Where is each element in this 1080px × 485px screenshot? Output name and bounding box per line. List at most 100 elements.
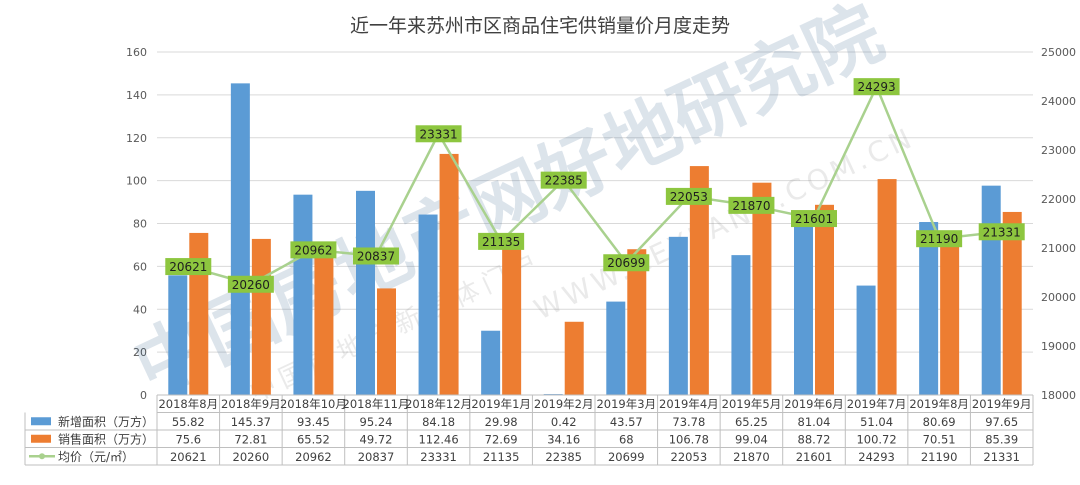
price-data-label: 23331 — [419, 127, 457, 141]
bar-sales — [815, 204, 834, 395]
table-cell: 80.69 — [923, 415, 956, 429]
y-right-tick-label: 20000 — [1041, 291, 1076, 304]
price-label-box — [478, 232, 525, 250]
table-cell: 20962 — [295, 450, 332, 464]
bar-new-supply — [856, 285, 876, 395]
table-cell: 20260 — [233, 450, 270, 464]
table-cell: 68 — [619, 432, 634, 446]
table-cell: 21331 — [983, 450, 1020, 464]
x-tick-label: 2019年9月 — [972, 397, 1032, 411]
price-data-label: 21135 — [482, 235, 520, 249]
table-cell: 81.04 — [798, 415, 831, 429]
price-label-box — [540, 171, 587, 189]
bar-sales — [314, 254, 334, 395]
table-cell: 43.57 — [610, 415, 643, 429]
bar-new-supply — [293, 194, 313, 395]
price-label-box — [290, 241, 337, 259]
table-cell: 85.39 — [985, 432, 1018, 446]
table-cell: 75.6 — [175, 432, 201, 446]
table-cell: 55.82 — [172, 415, 205, 429]
bar-new-supply — [418, 214, 438, 395]
table-cell: 21870 — [733, 450, 770, 464]
bar-new-supply — [606, 301, 626, 395]
price-data-label: 22053 — [670, 190, 708, 204]
table-cell: 73.78 — [672, 415, 705, 429]
table-cell: 22385 — [545, 450, 582, 464]
bar-sales — [877, 179, 897, 395]
table-cell: 20621 — [170, 450, 207, 464]
table-cell: 72.81 — [234, 432, 267, 446]
table-cell: 51.04 — [860, 415, 893, 429]
bar-sales — [689, 166, 709, 395]
table-cell: 99.04 — [735, 432, 768, 446]
price-label-box — [728, 196, 775, 214]
y-right-tick-label: 23000 — [1041, 144, 1076, 157]
table-cell: 34.16 — [547, 432, 580, 446]
y-left-tick-label: 0 — [140, 389, 147, 402]
price-data-label: 24293 — [857, 80, 895, 94]
x-tick-label: 2018年11月 — [343, 397, 410, 411]
bar-new-supply — [356, 190, 375, 395]
table-cell: 112.46 — [418, 432, 458, 446]
price-data-label: 20260 — [232, 278, 270, 292]
price-data-label: 20962 — [294, 243, 332, 257]
x-tick-label: 2019年4月 — [659, 397, 719, 411]
table-cell: 21601 — [796, 450, 833, 464]
y-left-tick-label: 100 — [126, 175, 147, 188]
x-tick-label: 2019年8月 — [909, 397, 969, 411]
y-left-tick-label: 40 — [133, 303, 147, 316]
bar-sales — [940, 243, 960, 395]
bar-sales — [752, 182, 772, 395]
table-cell: 23331 — [420, 450, 457, 464]
table-cell: 49.72 — [360, 432, 393, 446]
price-label-box — [791, 210, 837, 228]
y-left-tick-label: 20 — [133, 346, 147, 359]
table-cell: 20699 — [608, 450, 645, 464]
price-label-box — [603, 254, 650, 272]
price-label-box — [415, 125, 462, 143]
price-label-box — [165, 258, 212, 276]
x-tick-label: 2019年7月 — [847, 397, 907, 411]
price-label-box — [916, 230, 963, 248]
legend-label: 均价（元/㎡） — [58, 450, 134, 464]
table-cell: 70.51 — [923, 432, 956, 446]
x-tick-label: 2018年9月 — [221, 397, 281, 411]
table-cell: 21190 — [921, 450, 958, 464]
table-cell: 29.98 — [485, 415, 518, 429]
bar-new-supply — [981, 185, 1001, 395]
bar-new-supply — [794, 221, 813, 395]
bar-new-supply — [168, 275, 188, 395]
x-tick-label: 2018年10月 — [280, 397, 347, 411]
bar-new-supply — [481, 330, 501, 395]
y-left-tick-label: 80 — [133, 218, 147, 231]
legend-swatch — [31, 417, 51, 426]
y-left-tick-label: 140 — [126, 89, 147, 102]
bar-new-supply — [230, 83, 250, 395]
table-cell: 106.78 — [669, 432, 709, 446]
x-tick-label: 2019年1月 — [471, 397, 531, 411]
price-label-box — [978, 223, 1025, 241]
table-cell: 97.65 — [985, 415, 1018, 429]
table-cell: 100.72 — [856, 432, 896, 446]
bar-sales — [251, 238, 271, 395]
bar-new-supply — [668, 236, 688, 395]
table-cell: 72.69 — [485, 432, 518, 446]
price-data-label: 20837 — [357, 249, 395, 263]
y-right-tick-label: 19000 — [1041, 340, 1076, 353]
y-right-tick-label: 25000 — [1041, 46, 1076, 59]
price-label-box — [853, 78, 900, 96]
price-data-label: 20621 — [169, 260, 207, 274]
y-left-tick-label: 60 — [133, 260, 147, 273]
legend-label: 销售面积（万方） — [58, 431, 154, 446]
bar-sales — [502, 239, 522, 395]
x-tick-label: 2018年8月 — [158, 397, 218, 411]
y-left-tick-label: 160 — [126, 46, 147, 59]
table-cell: 65.25 — [735, 415, 768, 429]
price-label-box — [665, 187, 712, 205]
x-tick-label: 2019年5月 — [722, 397, 782, 411]
table-cell: 88.72 — [798, 432, 831, 446]
price-data-label: 21190 — [920, 232, 958, 246]
